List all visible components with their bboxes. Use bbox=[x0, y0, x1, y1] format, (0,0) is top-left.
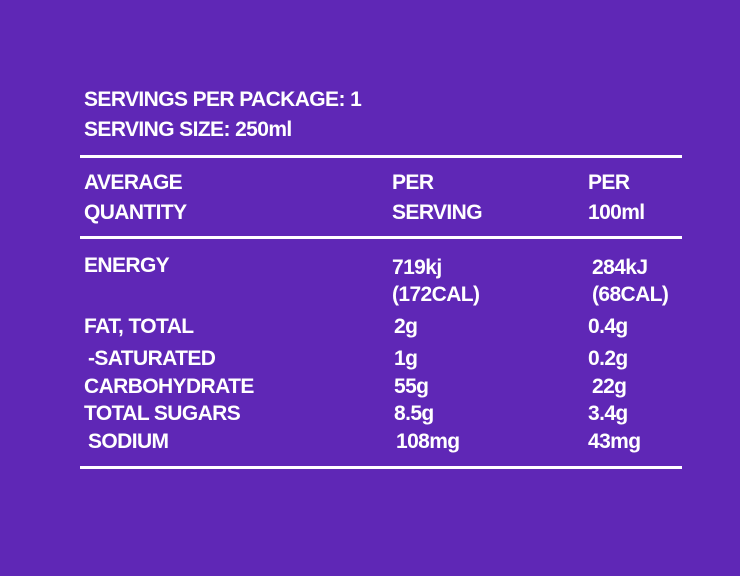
nutrient-value: (172CAL) bbox=[392, 283, 480, 306]
rule bbox=[80, 236, 682, 239]
column-header: AVERAGE bbox=[84, 171, 183, 194]
servings-per-package: SERVINGS PER PACKAGE: 1 bbox=[84, 88, 362, 111]
nutrient-value: 8.5g bbox=[394, 402, 434, 425]
nutrient-value: 43mg bbox=[588, 430, 641, 453]
nutrient-value: 284kJ bbox=[592, 256, 648, 279]
nutrient-value: 719kj bbox=[392, 256, 442, 279]
nutrient-value: 0.2g bbox=[588, 347, 628, 370]
nutrient-name: ENERGY bbox=[84, 254, 170, 277]
rule bbox=[80, 155, 682, 158]
nutrient-name: CARBOHYDRATE bbox=[84, 375, 254, 398]
serving-size: SERVING SIZE: 250ml bbox=[84, 118, 292, 141]
column-header: 100ml bbox=[588, 201, 645, 224]
nutrient-value: 3.4g bbox=[588, 402, 628, 425]
column-header: PER bbox=[588, 171, 630, 194]
rule bbox=[80, 466, 682, 469]
nutrient-name: FAT, TOTAL bbox=[84, 315, 194, 338]
column-header: QUANTITY bbox=[84, 201, 187, 224]
nutrient-value: 2g bbox=[394, 315, 418, 338]
nutrient-value: (68CAL) bbox=[592, 283, 669, 306]
column-header: PER bbox=[392, 171, 434, 194]
nutrient-value: 22g bbox=[592, 375, 627, 398]
column-header: SERVING bbox=[392, 201, 483, 224]
nutrient-value: 1g bbox=[394, 347, 418, 370]
nutrient-name: -SATURATED bbox=[88, 347, 216, 370]
nutrient-name: SODIUM bbox=[88, 430, 169, 453]
nutrient-value: 55g bbox=[394, 375, 429, 398]
nutrient-value: 0.4g bbox=[588, 315, 628, 338]
nutrient-name: TOTAL SUGARS bbox=[84, 402, 241, 425]
nutrient-value: 108mg bbox=[396, 430, 460, 453]
